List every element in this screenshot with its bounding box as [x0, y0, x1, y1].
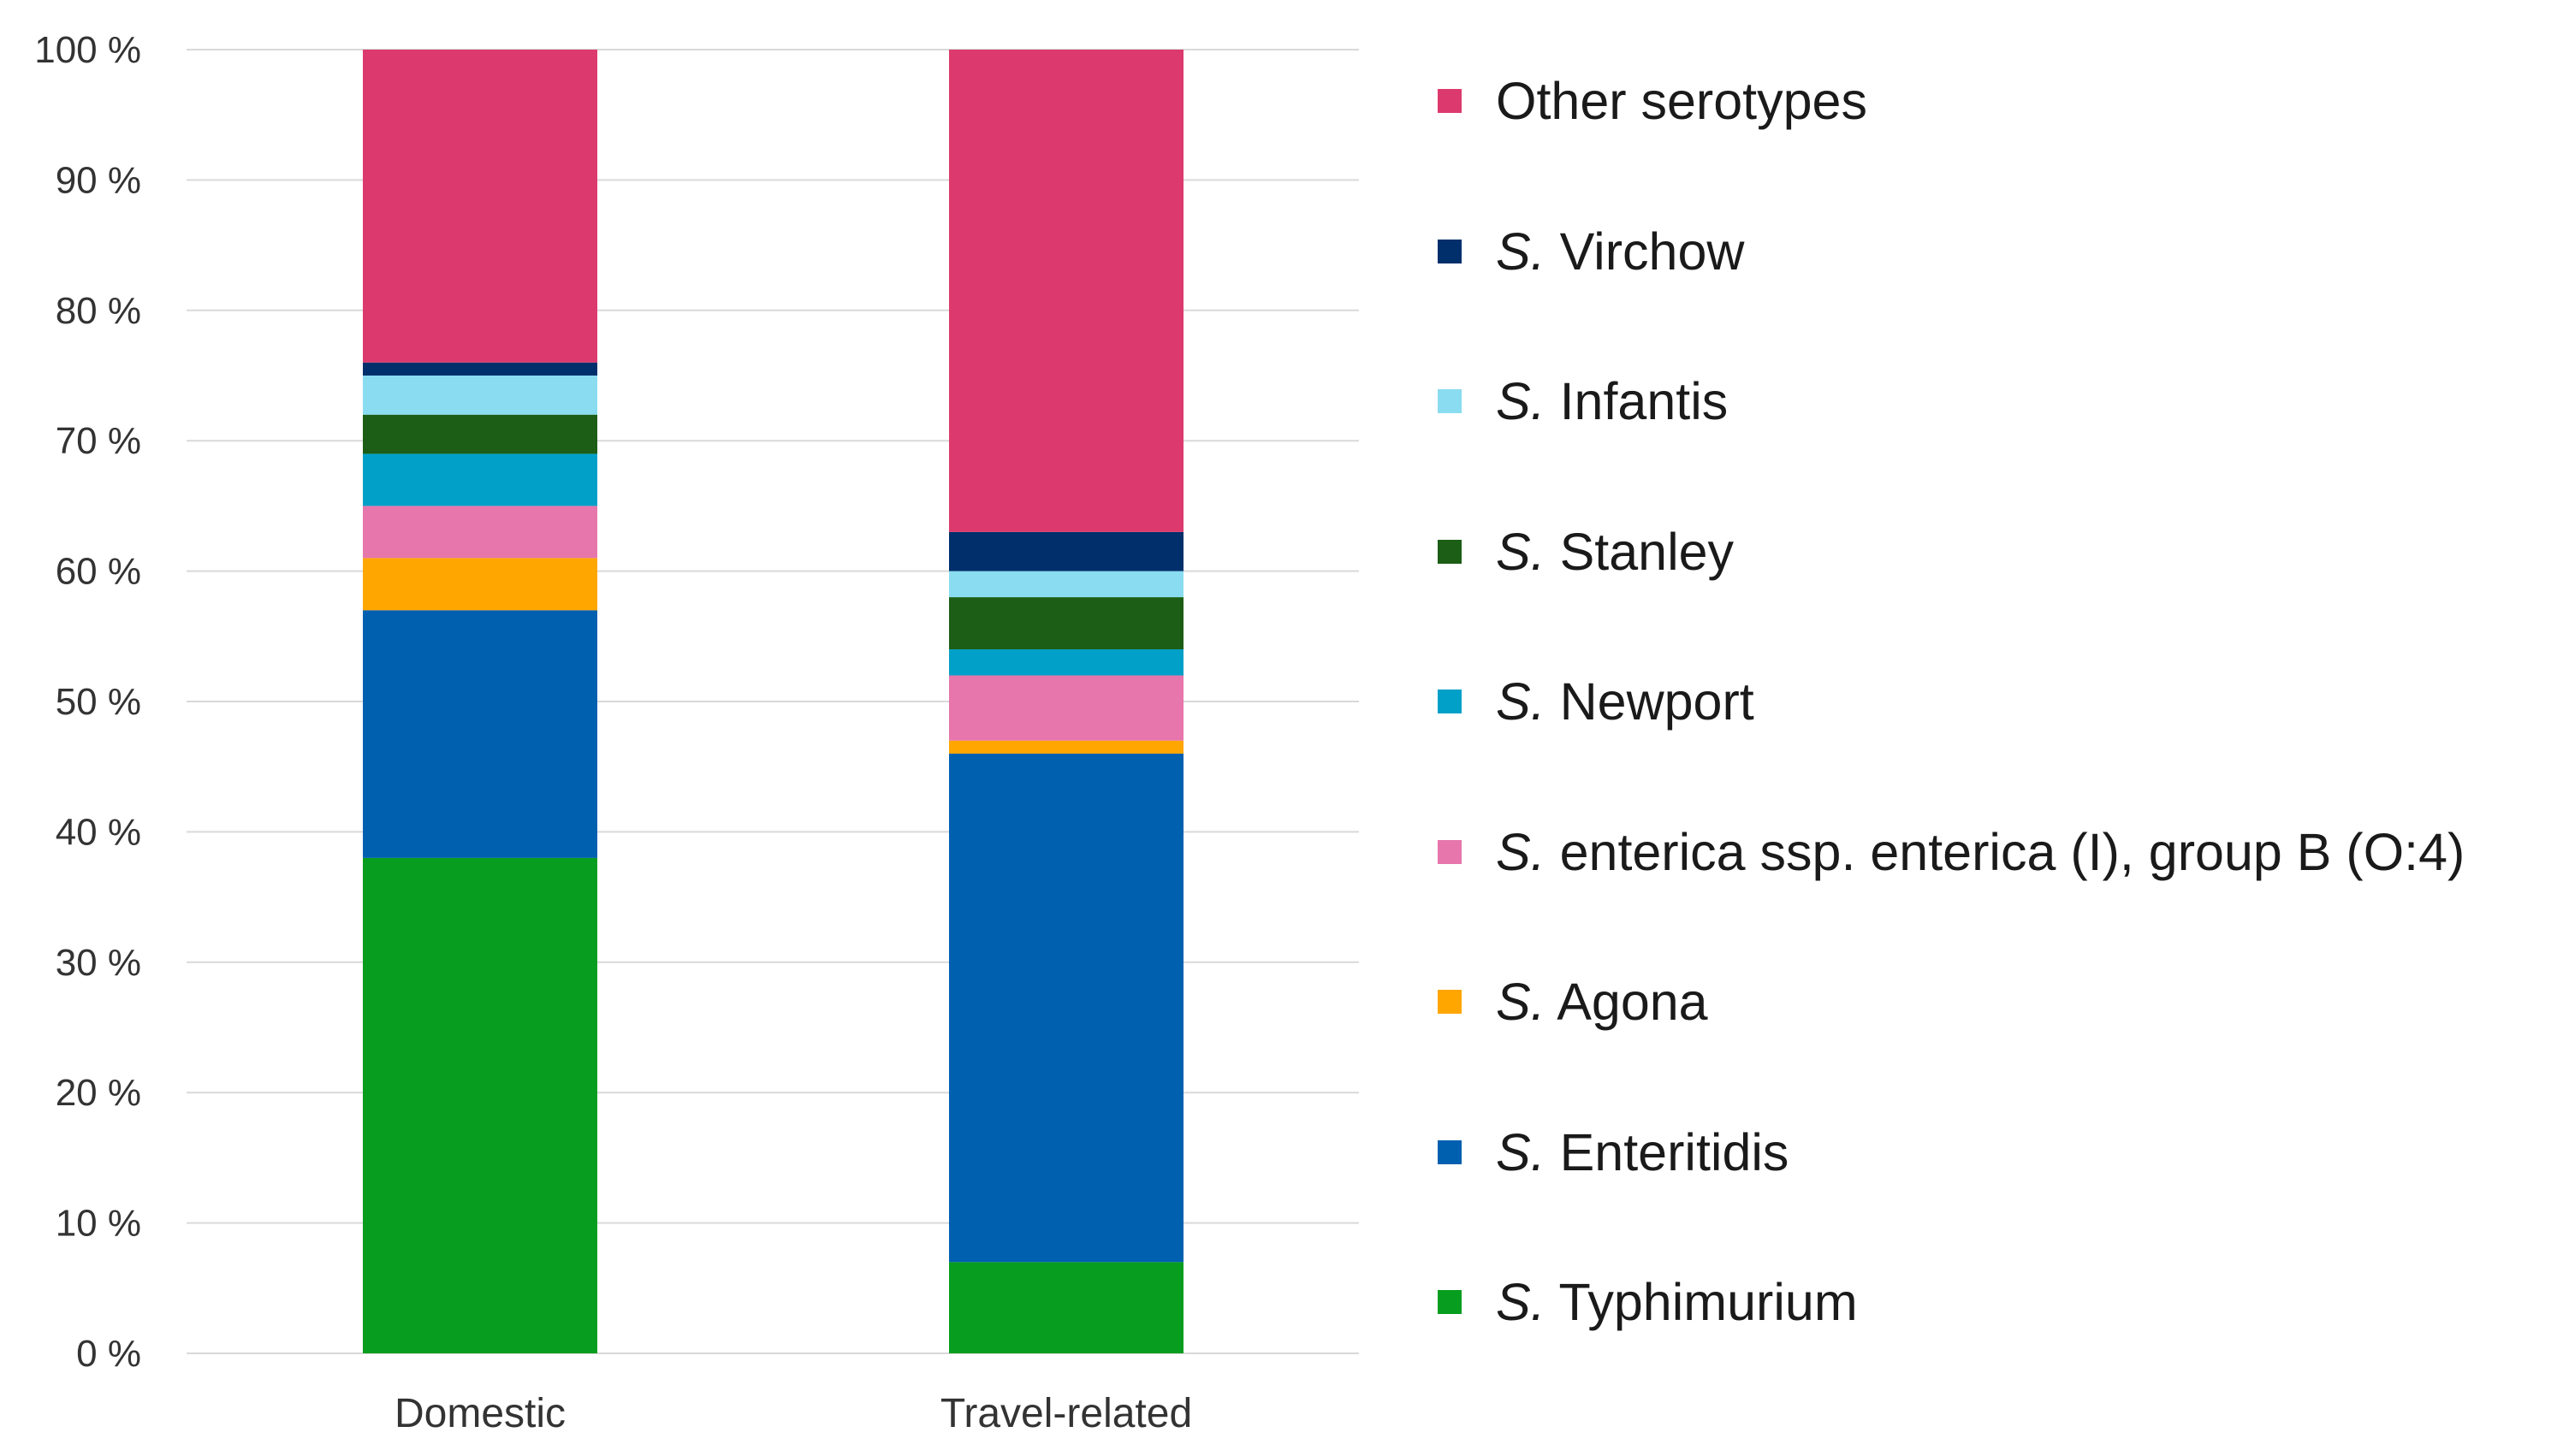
y-tick-label: 90 %	[56, 159, 141, 201]
legend-item: S. Virchow	[1438, 209, 2542, 294]
bar-segment	[363, 453, 597, 506]
bar-segment	[949, 531, 1184, 571]
legend-label: S. Agona	[1496, 972, 1708, 1032]
legend-text: Enteritidis	[1545, 1122, 1789, 1181]
legend-item: S. Typhimurium	[1438, 1259, 2542, 1345]
y-tick-label: 100 %	[34, 29, 141, 71]
y-tick-label: 40 %	[56, 811, 141, 853]
bars	[363, 50, 1184, 1353]
bar-segment	[949, 753, 1184, 1263]
legend-genus-abbrev: S.	[1496, 672, 1545, 731]
bar-segment	[363, 414, 597, 454]
y-tick-label: 0 %	[76, 1333, 141, 1375]
legend-label: S. Typhimurium	[1496, 1272, 1858, 1332]
legend-swatch	[1438, 839, 1462, 864]
legend-text: enterica ssp. enterica (I), group B (O:4…	[1545, 822, 2465, 881]
legend-genus-abbrev: S.	[1496, 372, 1545, 430]
y-tick-label: 80 %	[56, 290, 141, 332]
legend-genus-abbrev: S.	[1496, 522, 1545, 581]
x-tick-label: Domestic	[395, 1391, 566, 1436]
bar-segment	[949, 649, 1184, 676]
legend-swatch	[1438, 1139, 1462, 1164]
legend-label: S. Newport	[1496, 672, 1754, 731]
legend-swatch	[1438, 990, 1462, 1014]
bar-segment	[949, 675, 1184, 741]
legend-item: S. Infantis	[1438, 358, 2542, 444]
legend-text: Virchow	[1545, 222, 1745, 281]
bar-segment	[363, 610, 597, 858]
legend-text: Agona	[1545, 973, 1708, 1031]
bar-segment	[363, 50, 597, 363]
legend-text: Infantis	[1545, 372, 1729, 430]
legend-label: Other serotypes	[1496, 71, 1867, 131]
legend-genus-abbrev: S.	[1496, 1122, 1545, 1181]
y-axis-ticks: 0 % 10 % 20 % 30 % 40 % 50 % 60 % 70 % 80 % 90 % 1…	[34, 29, 141, 1375]
legend-item: S. enterica ssp. enterica (I), group B (…	[1438, 809, 2542, 895]
legend-swatch	[1438, 539, 1462, 564]
bar-segment	[363, 857, 597, 1353]
legend-genus-abbrev: S.	[1496, 973, 1545, 1031]
bar-segment	[363, 558, 597, 611]
legend-item: S. Newport	[1438, 659, 2542, 744]
legend-genus-abbrev: S.	[1496, 822, 1545, 881]
legend-text: Other serotypes	[1496, 72, 1867, 130]
legend-item: S. Stanley	[1438, 509, 2542, 595]
legend-genus-abbrev: S.	[1496, 1273, 1545, 1331]
legend-swatch	[1438, 1290, 1462, 1314]
bar-segment	[363, 362, 597, 376]
legend-item: Other serotypes	[1438, 58, 2542, 144]
bar-segment	[949, 571, 1184, 598]
legend-swatch	[1438, 690, 1462, 713]
bar-segment	[363, 506, 597, 559]
y-tick-label: 10 %	[56, 1203, 141, 1245]
legend-swatch	[1438, 239, 1462, 263]
legend-genus-abbrev: S.	[1496, 222, 1545, 281]
bar-segment	[949, 50, 1184, 532]
y-tick-label: 20 %	[56, 1072, 141, 1114]
legend-text: Stanley	[1545, 522, 1735, 581]
y-tick-label: 50 %	[56, 681, 141, 723]
y-tick-label: 70 %	[56, 420, 141, 462]
x-axis-ticks: Domestic Travel-related	[395, 1391, 1192, 1436]
legend-item: S. Agona	[1438, 959, 2542, 1045]
x-tick-label: Travel-related	[940, 1391, 1192, 1436]
bar-segment	[949, 597, 1184, 650]
bar-stack-0	[363, 50, 597, 1353]
legend-label: S. Infantis	[1496, 371, 1728, 431]
bar-segment	[363, 376, 597, 415]
legend-label: S. Virchow	[1496, 222, 1744, 281]
bar-segment	[949, 740, 1184, 754]
bar-stack-1	[949, 50, 1184, 1353]
legend-label: S. Stanley	[1496, 522, 1734, 582]
y-tick-label: 60 %	[56, 551, 141, 593]
y-tick-label: 30 %	[56, 942, 141, 984]
legend-swatch	[1438, 389, 1462, 413]
legend-item: S. Enteritidis	[1438, 1110, 2542, 1195]
legend-label: S. Enteritidis	[1496, 1122, 1789, 1182]
legend-label: S. enterica ssp. enterica (I), group B (…	[1496, 822, 2465, 882]
legend-text: Typhimurium	[1545, 1273, 1858, 1331]
legend-swatch	[1438, 89, 1462, 113]
bar-segment	[949, 1262, 1184, 1353]
legend-text: Newport	[1545, 672, 1754, 731]
